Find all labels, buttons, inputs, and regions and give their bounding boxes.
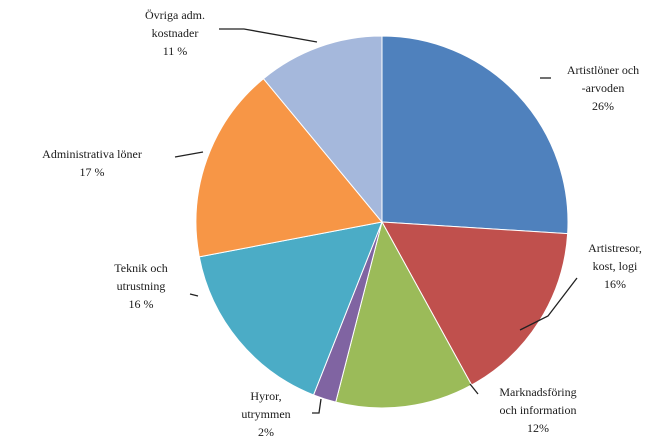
pie-slice-4	[198, 221, 383, 396]
slice-label-2: Marknadsföring och information 12%	[499, 385, 576, 435]
leader-line-5	[174, 151, 204, 158]
slice-value-label: 11 %	[163, 44, 188, 58]
slice-category-label: Artistlöner och	[567, 63, 639, 77]
leader-line-4	[189, 293, 199, 297]
slice-label-3: Hyror, utrymmen 2%	[241, 389, 290, 439]
slice-value-label: 16 %	[129, 297, 154, 311]
slice-value-label: 26%	[592, 99, 614, 113]
pie-slice-5	[195, 77, 383, 258]
leader-lines	[174, 28, 578, 414]
slice-label-5: Administrativa löner 17 %	[42, 147, 142, 179]
pie-slice-1	[381, 221, 569, 386]
slice-category-label: -arvoden	[582, 81, 625, 95]
slice-category-label: Administrativa löner	[42, 147, 142, 161]
slice-value-label: 17 %	[80, 165, 105, 179]
slice-value-label: 2%	[258, 425, 274, 439]
pie-slices	[195, 35, 569, 409]
slice-label-1: Artistresor, kost, logi 16%	[588, 241, 642, 291]
slice-category-label: kost, logi	[593, 259, 638, 273]
leader-line-1	[519, 277, 578, 331]
leader-line-3	[312, 398, 322, 414]
leader-line-6	[219, 28, 318, 43]
slice-label-0: Artistlöner och -arvoden 26%	[567, 63, 639, 113]
slice-category-label: utrymmen	[241, 407, 290, 421]
pie-slice-0	[381, 35, 569, 235]
slice-label-4: Teknik och utrustning 16 %	[114, 261, 167, 311]
pie-slice-2	[335, 220, 473, 409]
slice-labels: Artistlöner och -arvoden 26% Artistresor, ko…	[42, 8, 642, 439]
slice-category-label: Artistresor,	[588, 241, 642, 255]
slice-label-6: Övriga adm. kostnader 11 %	[145, 8, 205, 58]
leader-line-2	[469, 383, 479, 395]
slice-category-label: Marknadsföring	[499, 385, 576, 399]
slice-category-label: utrustning	[117, 279, 166, 293]
slice-category-label: Hyror,	[250, 389, 281, 403]
slice-category-label: och information	[500, 403, 577, 417]
slice-value-label: 16%	[604, 277, 626, 291]
pie-slice-6	[262, 35, 383, 224]
slice-category-label: Teknik och	[114, 261, 167, 275]
slice-category-label: Övriga adm.	[145, 8, 205, 22]
slice-value-label: 12%	[527, 421, 549, 435]
slice-category-label: kostnader	[152, 26, 199, 40]
